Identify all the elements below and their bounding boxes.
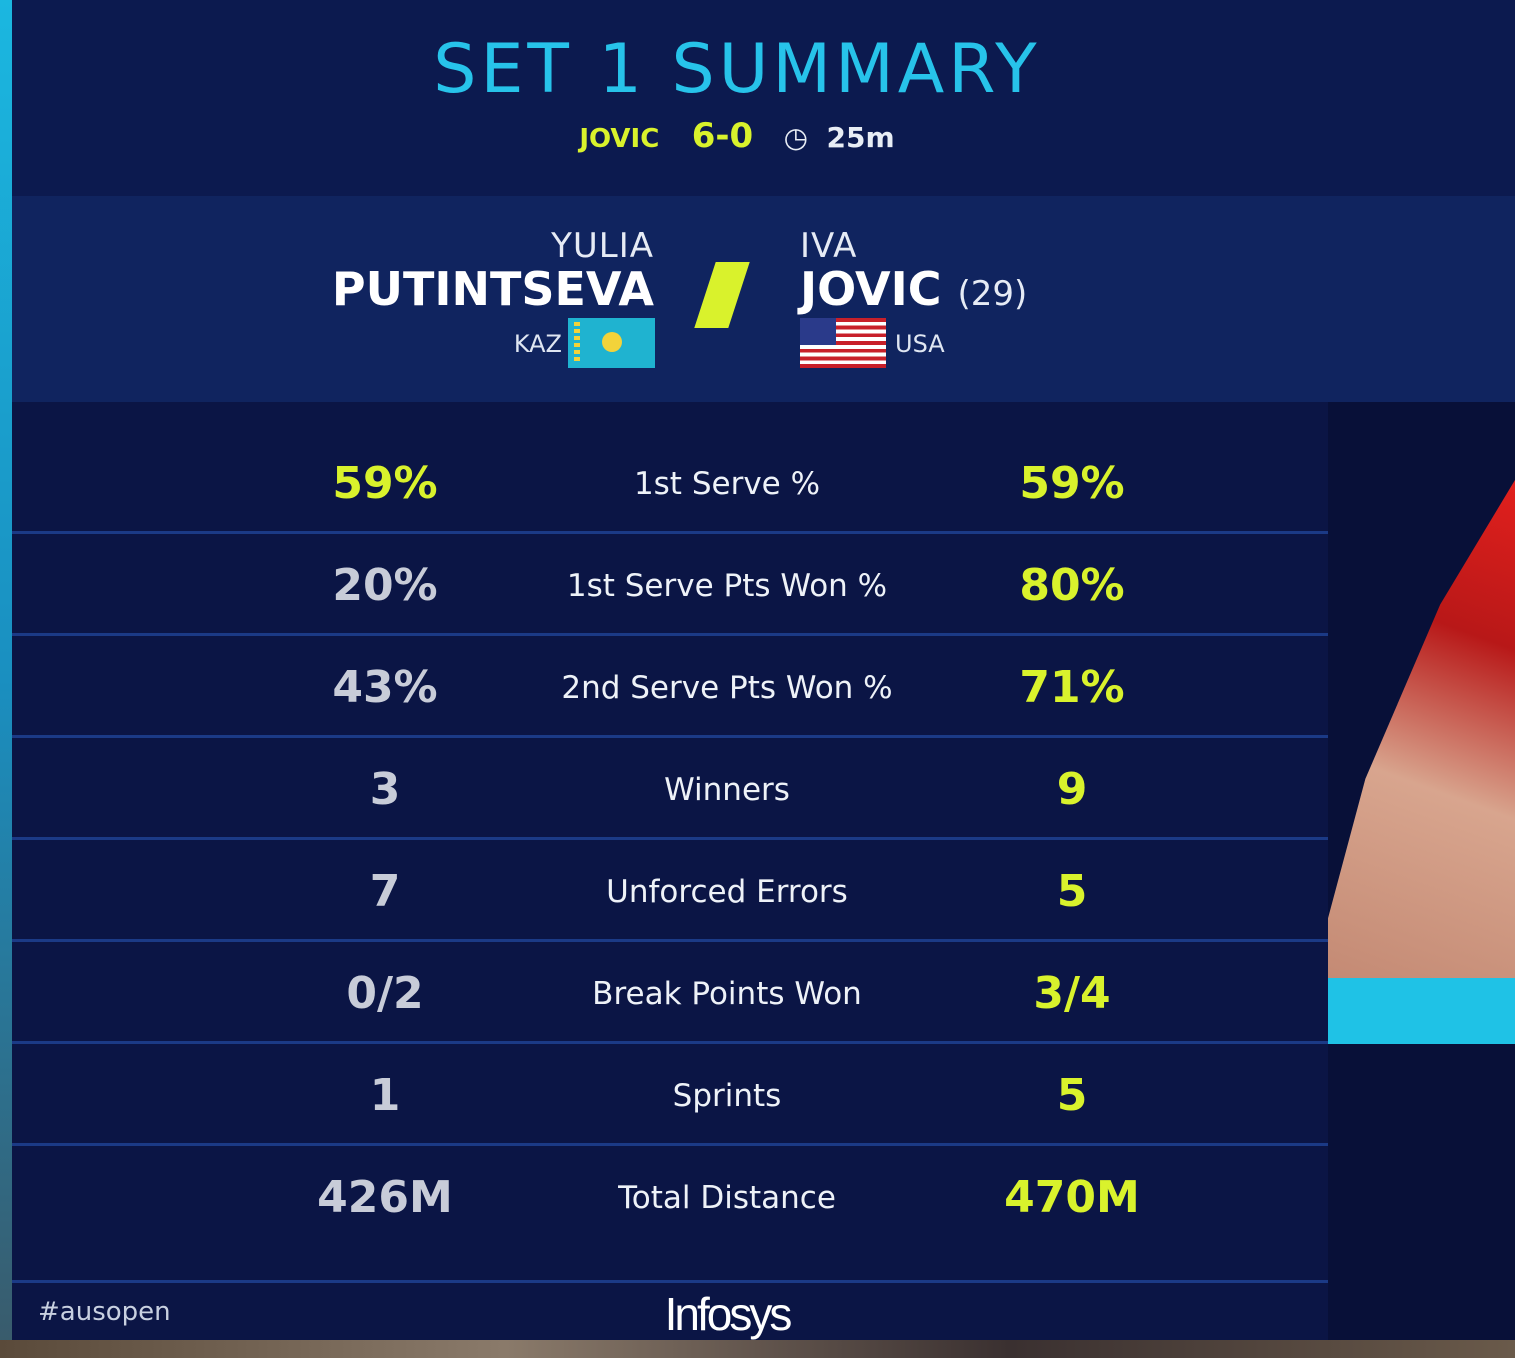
right-player-first-name: IVA [800, 226, 858, 266]
stat-row: 1 Sprints 5 [12, 1044, 1328, 1146]
stat-label: 2nd Serve Pts Won % [561, 670, 893, 706]
page-title: SET 1 SUMMARY [433, 30, 1041, 109]
right-player-country: USA [895, 330, 945, 358]
left-stat-value: 7 [369, 866, 401, 917]
set-result: JOVIC 6-0 ◷ 25m [12, 116, 1462, 156]
right-stat-value: 80% [1019, 560, 1125, 611]
stats-table: 59% 1st Serve % 59% 20% 1st Serve Pts Wo… [12, 432, 1328, 1245]
stat-row: 7 Unforced Errors 5 [12, 840, 1328, 942]
footer: #ausopen Infosys [12, 1280, 1328, 1343]
set-duration: 25m [826, 121, 895, 154]
right-stat-value: 5 [1056, 1070, 1088, 1121]
right-player-seed: (29) [957, 274, 1028, 314]
right-player-last-name: JOVIC [800, 262, 942, 316]
set-winner: JOVIC [579, 124, 660, 154]
hashtag: #ausopen [38, 1297, 171, 1327]
cyan-accent-bar [1328, 978, 1515, 1044]
stat-label: Total Distance [618, 1180, 836, 1216]
stat-label: Winners [664, 772, 790, 808]
right-stat-value: 470M [1004, 1172, 1140, 1223]
stat-row: 59% 1st Serve % 59% [12, 432, 1328, 534]
left-player-last-name: PUTINTSEVA [331, 262, 654, 316]
stat-row: 0/2 Break Points Won 3/4 [12, 942, 1328, 1044]
stat-row: 3 Winners 9 [12, 738, 1328, 840]
stat-row: 43% 2nd Serve Pts Won % 71% [12, 636, 1328, 738]
stat-row: 426M Total Distance 470M [12, 1146, 1328, 1245]
right-stat-value: 9 [1056, 764, 1088, 815]
right-stat-value: 59% [1019, 458, 1125, 509]
stat-label: 1st Serve Pts Won % [566, 568, 888, 604]
kazakhstan-flag-icon [568, 318, 655, 368]
left-stat-value: 59% [332, 458, 438, 509]
left-player-country: KAZ [513, 330, 562, 358]
left-stat-value: 43% [332, 662, 438, 713]
right-stat-value: 71% [1019, 662, 1125, 713]
right-player-name: JOVIC (29) [800, 262, 1027, 316]
stat-label: 1st Serve % [633, 466, 821, 502]
usa-flag-icon [800, 318, 886, 368]
left-frame-strip [0, 0, 12, 1358]
clock-icon: ◷ [783, 121, 809, 154]
left-stat-value: 0/2 [346, 968, 424, 1019]
stat-label: Unforced Errors [606, 874, 848, 910]
left-stat-value: 20% [332, 560, 438, 611]
set-score: 6-0 [691, 116, 754, 156]
left-player-first-name: YULIA [551, 226, 654, 266]
left-stat-value: 1 [369, 1070, 401, 1121]
sponsor-logo: Infosys [664, 1288, 793, 1340]
stat-label: Sprints [672, 1078, 782, 1114]
stat-row: 20% 1st Serve Pts Won % 80% [12, 534, 1328, 636]
header: SET 1 SUMMARY JOVIC 6-0 ◷ 25m [12, 0, 1515, 196]
left-stat-value: 426M [317, 1172, 453, 1223]
players-banner [12, 196, 1515, 402]
right-stat-value: 5 [1056, 866, 1088, 917]
bottom-frame-strip [0, 1340, 1515, 1358]
stat-label: Break Points Won [592, 976, 862, 1012]
right-stat-value: 3/4 [1033, 968, 1111, 1019]
left-stat-value: 3 [369, 764, 401, 815]
